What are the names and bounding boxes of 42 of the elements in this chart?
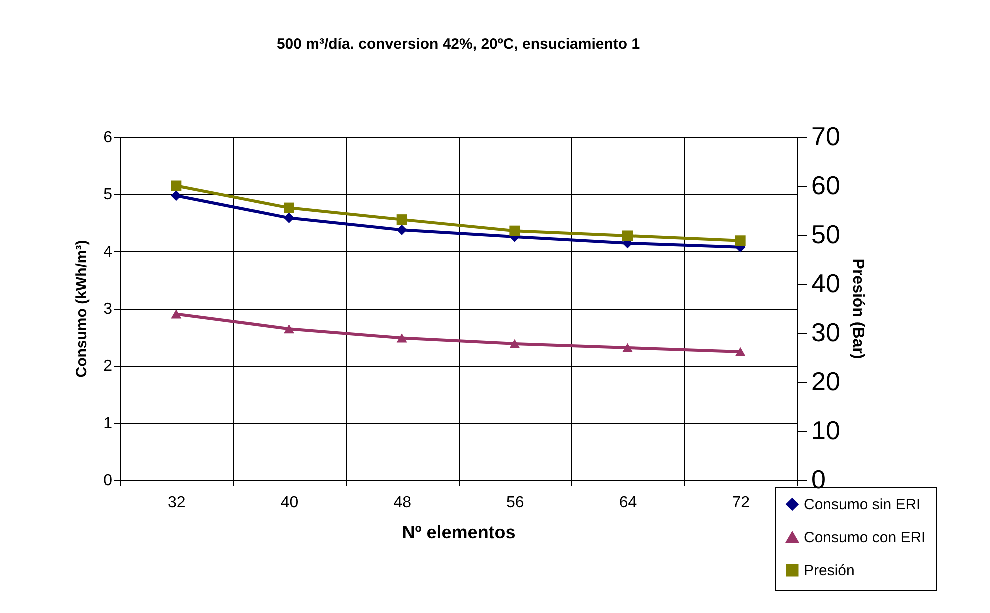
point	[396, 224, 408, 236]
y2-tick-label: 20	[812, 366, 840, 396]
point	[396, 214, 408, 226]
y-tick-label: 6	[104, 130, 113, 146]
point	[171, 310, 182, 319]
y2-tick-label: 60	[812, 170, 840, 200]
y2-axis-title: Presión (Bar)	[849, 258, 866, 360]
legend-label: Presión	[804, 562, 855, 580]
chart-title: 500 m³/día. conversion 42%, 20ºC, ensuciamiento 1	[276, 36, 640, 53]
y2-tick-label: 40	[812, 268, 840, 298]
y-tick-label: 5	[104, 186, 113, 204]
legend-label: Consumo sin ERI	[804, 496, 921, 514]
y-tick-label: 1	[104, 415, 113, 432]
point	[735, 347, 746, 356]
y2-tick-label: 70	[812, 122, 840, 152]
point	[171, 190, 182, 202]
point	[510, 339, 520, 348]
x-tick-label: 56	[506, 494, 524, 512]
y-tick-label: 0	[104, 472, 113, 490]
x-tick-label: 64	[619, 494, 638, 512]
y-tick-label: 2	[104, 358, 113, 376]
y2-tick-label: 30	[812, 318, 840, 348]
point	[284, 212, 294, 224]
point	[622, 343, 633, 352]
point	[284, 324, 294, 334]
point	[284, 202, 294, 214]
point	[396, 334, 408, 343]
y-tick-label: 3	[104, 301, 113, 318]
x-tick-label: 32	[168, 494, 186, 512]
x-tick-label: 40	[280, 494, 299, 512]
point	[622, 230, 633, 242]
point	[171, 180, 182, 192]
y2-tick-label: 10	[812, 416, 840, 446]
x-tick-label: 72	[732, 494, 750, 512]
y-tick-label: 4	[104, 244, 113, 261]
point	[510, 226, 520, 236]
x-tick-label: 48	[394, 494, 412, 512]
x-axis-title: Nº elementos	[402, 522, 516, 542]
y2-tick-label: 50	[812, 220, 840, 250]
legend-label: Consumo con ERI	[804, 530, 926, 546]
point	[735, 236, 746, 246]
y-axis-title: Consumo (kWh/m³)	[74, 240, 91, 378]
